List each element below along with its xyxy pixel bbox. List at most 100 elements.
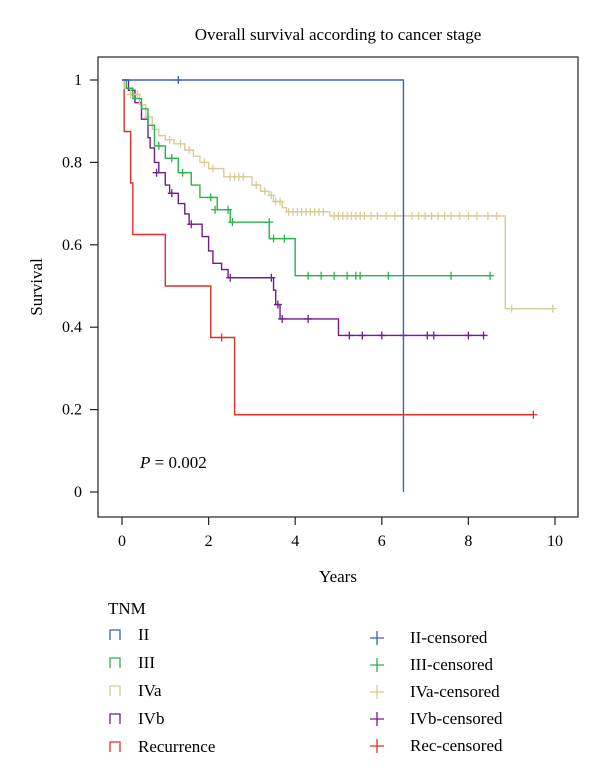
legend-label: IVb — [138, 709, 164, 728]
x-tick-label: 6 — [378, 533, 386, 550]
curve-recurrence — [122, 79, 534, 416]
legend-label: IVa — [138, 681, 162, 700]
censor-mark-iva — [492, 211, 501, 220]
legend-censor-symbol — [370, 739, 384, 753]
p-value-annotation: P = 0.002 — [139, 453, 207, 472]
censor-mark-iva — [200, 158, 209, 167]
censor-mark-ii — [174, 76, 183, 84]
x-tick-label: 2 — [205, 533, 213, 550]
legend-step-symbol — [109, 713, 121, 724]
censor-mark-ivb — [226, 273, 235, 282]
y-tick-label: 0.6 — [62, 237, 82, 254]
censor-mark-iii — [384, 271, 393, 280]
legend-censored-label: III-censored — [410, 655, 494, 674]
censor-mark-ivb — [167, 189, 176, 198]
x-tick-label: 8 — [464, 533, 472, 550]
censor-mark-iva — [507, 304, 516, 313]
legend: II II-censored III III-censored IVa IVa-censo… — [109, 625, 503, 756]
censor-mark-iii — [269, 234, 278, 243]
censor-mark-ivb — [152, 168, 161, 177]
survival-curves — [122, 76, 557, 492]
censor-mark-iii — [228, 218, 237, 227]
censor-mark-iii — [224, 205, 233, 214]
curve-iva — [122, 79, 553, 310]
legend-step-symbol — [109, 741, 121, 752]
censor-mark-iva — [373, 211, 382, 220]
censor-mark-ivb — [278, 314, 287, 323]
censor-mark-iva — [382, 211, 391, 220]
censor-mark-recurrence — [217, 333, 226, 342]
legend-step-symbol — [109, 657, 121, 668]
censor-mark-iii — [343, 271, 352, 280]
legend-censor-symbol — [370, 685, 384, 699]
axis-ticks: 0 2 4 6 8 10 0 0.2 0.4 0.6 0.8 1 — [62, 72, 563, 550]
censor-mark-iva — [548, 304, 557, 313]
censor-mark-iii — [317, 271, 326, 280]
curve-ii — [122, 79, 405, 492]
censor-mark-recurrence — [529, 410, 538, 419]
censor-mark-iii — [304, 271, 313, 280]
y-tick-label: 0.2 — [62, 402, 82, 419]
censor-mark-iva — [185, 146, 194, 155]
censor-mark-iva — [239, 172, 248, 181]
legend-censored-label: IVa-censored — [410, 682, 500, 701]
censor-mark-iii — [356, 271, 365, 280]
censor-mark-iii — [167, 154, 176, 163]
censor-mark-ivb — [304, 314, 313, 323]
censor-mark-ivb — [479, 331, 488, 340]
legend-censored-label: IVb-censored — [410, 709, 503, 728]
y-tick-label: 0.4 — [62, 319, 82, 336]
censor-mark-iii — [206, 193, 215, 202]
censor-mark-iva — [267, 191, 276, 200]
censor-mark-iii — [486, 271, 495, 280]
censor-mark-iii — [330, 271, 339, 280]
legend-censored-label: II-censored — [410, 628, 488, 647]
legend-censored-label: Rec-censored — [410, 736, 503, 755]
censor-mark-ivb — [187, 220, 196, 229]
x-tick-label: 0 — [118, 533, 126, 550]
y-axis-label: Survival — [27, 258, 46, 316]
legend-label: II — [138, 625, 150, 644]
censor-mark-iva — [390, 211, 399, 220]
legend-censor-symbol — [370, 631, 384, 645]
censor-mark-ivb — [267, 273, 276, 282]
legend-step-symbol — [109, 629, 121, 640]
p-value-text: = 0.002 — [150, 453, 206, 472]
censor-mark-iva — [473, 211, 482, 220]
curve-iii — [122, 79, 491, 277]
legend-step-symbol — [109, 685, 121, 696]
censor-mark-iii — [211, 205, 220, 214]
x-axis-label: Years — [319, 567, 357, 586]
y-tick-label: 0.8 — [62, 154, 82, 171]
censor-mark-iii — [280, 234, 289, 243]
legend-title: TNM — [108, 599, 146, 618]
y-tick-label: 1 — [74, 72, 82, 89]
p-value-symbol: P — [139, 453, 150, 472]
censor-mark-iii — [154, 141, 163, 150]
censor-mark-iva — [252, 181, 261, 190]
censor-mark-ivb — [464, 331, 473, 340]
legend-label: III — [138, 653, 155, 672]
censor-mark-iva — [208, 164, 217, 173]
censor-mark-ivb — [273, 300, 282, 309]
legend-label: Recurrence — [138, 737, 215, 756]
censor-mark-iii — [265, 218, 274, 227]
censor-mark-iva — [176, 139, 185, 148]
censor-mark-iva — [276, 197, 285, 206]
x-tick-label: 4 — [291, 533, 299, 550]
censor-mark-iva — [165, 135, 174, 144]
censor-mark-iva — [260, 187, 269, 196]
curve-ivb — [122, 79, 484, 337]
censor-mark-ivb — [345, 331, 354, 340]
censor-mark-iva — [447, 211, 456, 220]
censor-mark-iii — [447, 271, 456, 280]
censor-mark-iva — [133, 90, 142, 99]
censor-mark-ivb — [429, 331, 438, 340]
censor-mark-iva — [483, 211, 492, 220]
censor-mark-iva — [455, 211, 464, 220]
plot-frame — [97, 56, 579, 518]
censor-mark-iva — [319, 207, 328, 216]
censor-mark-ivb — [377, 331, 386, 340]
y-tick-label: 0 — [74, 484, 82, 501]
